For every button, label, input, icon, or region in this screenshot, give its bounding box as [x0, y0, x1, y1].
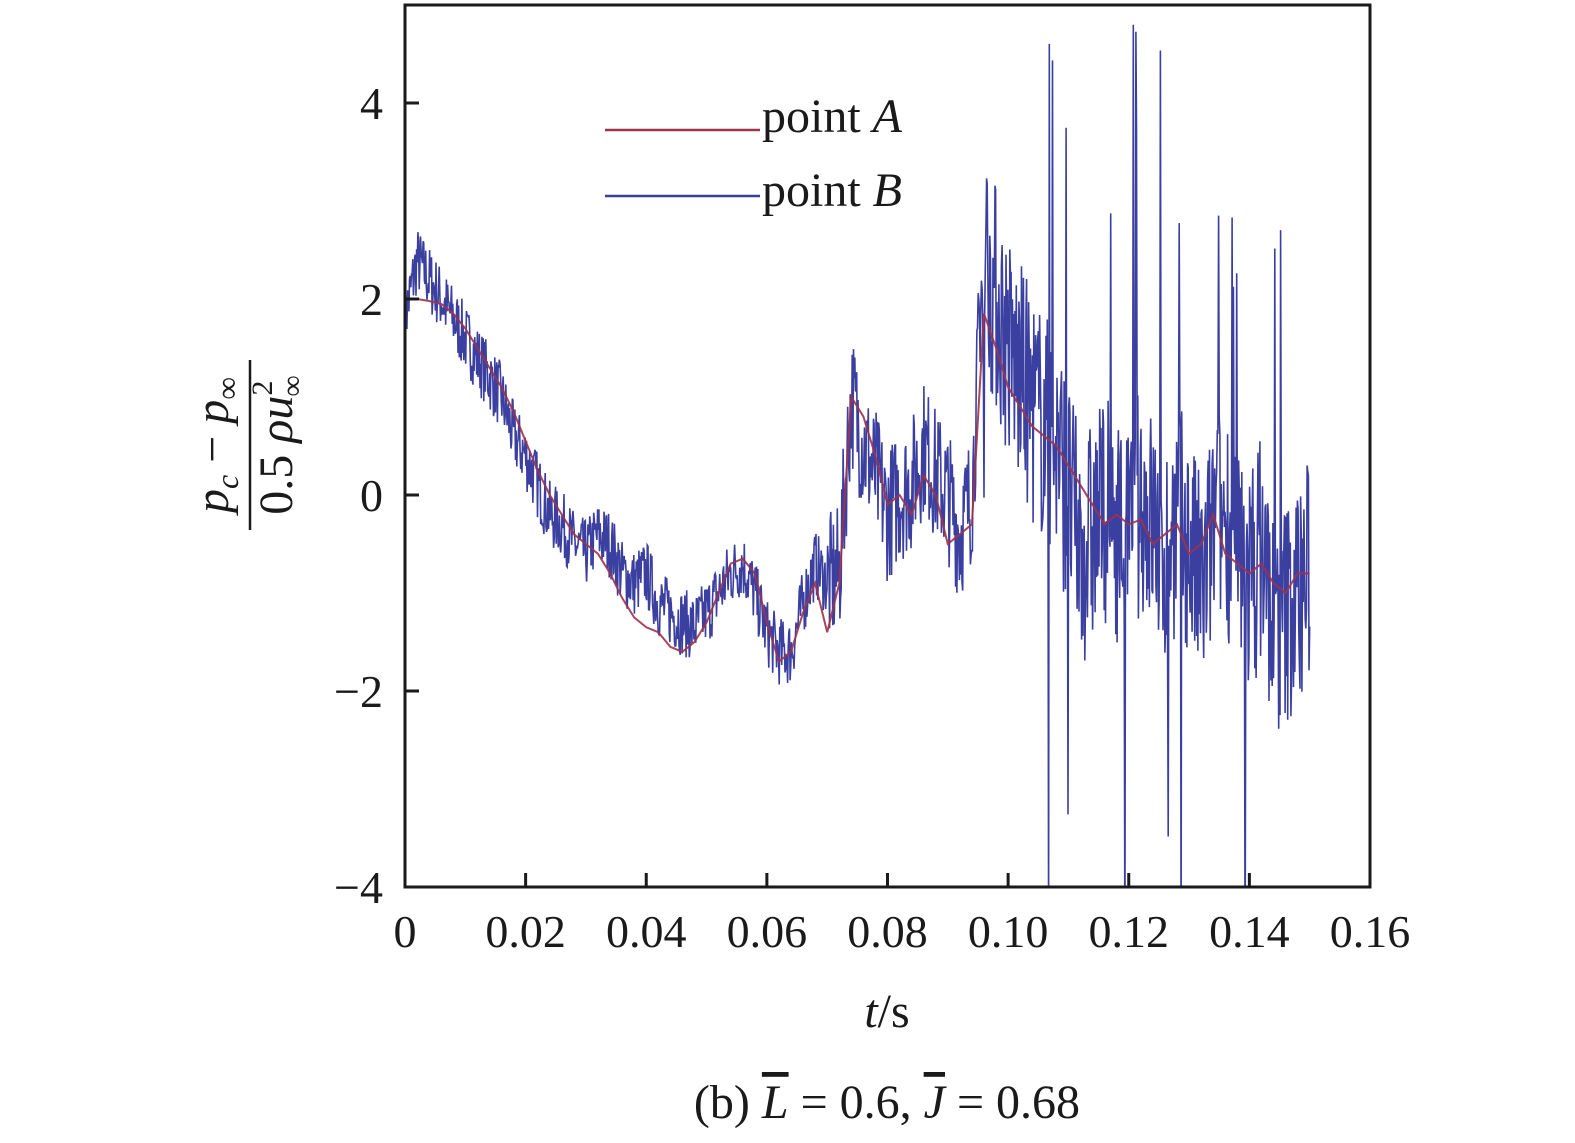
y-label-denominator: 0.5 ρu2∞ — [246, 375, 309, 514]
y-tick-label: −2 — [334, 666, 383, 717]
y-axis-label: pc − p∞ 0.5 ρu2∞ — [186, 360, 309, 530]
y-tick-label: 2 — [360, 274, 383, 325]
series-layer — [405, 24, 1311, 887]
y-tick-label: −4 — [334, 862, 383, 913]
x-tick-label: 0.14 — [1209, 906, 1290, 957]
x-tick-label: 0.06 — [727, 906, 808, 957]
x-tick-label: 0 — [394, 906, 417, 957]
y-tick-label: 4 — [360, 78, 383, 129]
x-tick-label: 0.12 — [1089, 906, 1170, 957]
y-label-numerator: pc − p∞ — [186, 377, 245, 516]
legend-prefix-a: point — [762, 90, 873, 143]
figure-caption: (b) L = 0.6, J = 0.68 — [694, 1076, 1080, 1129]
x-axis: 0 0.02 0.04 0.06 0.08 0.10 0.12 0.14 0.16 — [394, 873, 1411, 957]
x-axis-label: t/s — [864, 985, 909, 1038]
legend: point A point B — [605, 90, 903, 217]
series-line-point-a — [405, 298, 1310, 664]
x-tick-label: 0.04 — [606, 906, 687, 957]
y-axis: −4 −2 0 2 4 — [334, 78, 419, 913]
y-tick-label: 0 — [360, 470, 383, 521]
legend-var-a: A — [870, 90, 903, 143]
legend-var-b: B — [873, 164, 902, 217]
legend-label-point-a: point A — [762, 90, 903, 143]
x-tick-label: 0.10 — [968, 906, 1049, 957]
legend-prefix-b: point — [762, 164, 873, 217]
legend-label-point-b: point B — [762, 164, 902, 217]
x-tick-label: 0.02 — [485, 906, 566, 957]
x-tick-label: 0.08 — [847, 906, 928, 957]
x-tick-label: 0.16 — [1330, 906, 1411, 957]
